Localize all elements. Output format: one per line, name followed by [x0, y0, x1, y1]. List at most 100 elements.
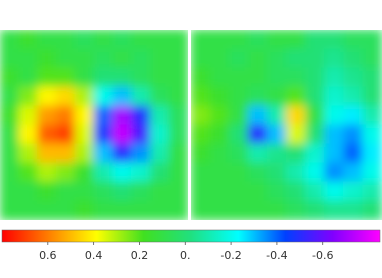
heatmap-cell [0, 181, 20, 202]
heatmap-cell [0, 48, 20, 69]
heatmap-cell [55, 124, 76, 145]
colorbar-tick-label: 0.2 [131, 249, 149, 262]
heatmap-cell [93, 86, 114, 107]
heatmap-cell [55, 48, 76, 69]
heatmap-cell [191, 162, 211, 183]
heatmap-cell [266, 86, 287, 107]
heatmap-cell [228, 181, 249, 202]
heatmap-cell [18, 86, 39, 107]
heatmap-cell [362, 162, 382, 183]
heatmap-cell [74, 162, 95, 183]
heatmap-cell [37, 48, 57, 69]
heatmap-cell [247, 48, 268, 69]
heatmap-cell [362, 124, 382, 145]
heatmap-cell [93, 143, 114, 164]
heatmap-cell [149, 67, 170, 88]
heatmap-cell [286, 143, 307, 164]
heatmap-cell [209, 143, 230, 164]
heatmap-cell [228, 124, 249, 145]
heatmap-cell [343, 181, 364, 202]
heatmap-cell [362, 143, 382, 164]
heatmap-cell [228, 162, 249, 183]
heatmap-cell [247, 162, 268, 183]
heatmap-cell [37, 30, 57, 50]
heatmap-cell [247, 143, 268, 164]
heatmap-cell [286, 86, 307, 107]
heatmap-cell [37, 67, 57, 88]
heatmap-cell [247, 181, 268, 202]
heatmap-cell [18, 162, 39, 183]
heatmap-cell [131, 105, 151, 126]
heatmap-cell [343, 105, 364, 126]
heatmap-cell [324, 67, 345, 88]
heatmap-cell [266, 105, 287, 126]
heatmap-cell [0, 105, 20, 126]
heatmap-cell [305, 181, 326, 202]
heatmap-cell [305, 86, 326, 107]
heatmap-cell [149, 105, 170, 126]
heatmap-cell [228, 200, 249, 220]
heatmap-cell [305, 48, 326, 69]
heatmap-cell [343, 48, 364, 69]
heatmap-cell [74, 124, 95, 145]
heatmap-cell [18, 67, 39, 88]
heatmap-cell [168, 86, 188, 107]
heatmap-cell [228, 86, 249, 107]
heatmap-cell [305, 30, 326, 50]
heatmap-cell [168, 162, 188, 183]
heatmap-cell [324, 200, 345, 220]
heatmap-cell [305, 143, 326, 164]
heatmap-cell [286, 30, 307, 50]
heatmap-cell [93, 48, 114, 69]
heatmap-cell [74, 105, 95, 126]
heatmap-cell [112, 143, 133, 164]
heatmap-cell [18, 143, 39, 164]
heatmap-cell [55, 162, 76, 183]
heatmap-cell [228, 105, 249, 126]
heatmap-cell [74, 200, 95, 220]
colorbar-tick-label: 0.6 [39, 249, 57, 262]
heatmap-cell [55, 86, 76, 107]
heatmap-cell [305, 200, 326, 220]
heatmap-cell [343, 86, 364, 107]
heatmap-cell [93, 162, 114, 183]
heatmap-cell [324, 143, 345, 164]
heatmap-cell [266, 124, 287, 145]
heatmap-cell [209, 181, 230, 202]
heatmap-cell [305, 105, 326, 126]
heatmap-cell [286, 105, 307, 126]
heatmap-cell [37, 162, 57, 183]
heatmap-cell [266, 48, 287, 69]
heatmap-cell [266, 162, 287, 183]
heatmap-cell [343, 200, 364, 220]
heatmap-cell [112, 181, 133, 202]
heatmap-cell [191, 124, 211, 145]
heatmap-cell [209, 86, 230, 107]
heatmap-cell [209, 105, 230, 126]
heatmap-panel [191, 30, 382, 220]
heatmap-cell [286, 162, 307, 183]
heatmap-cell [0, 124, 20, 145]
heatmap-cell [0, 30, 20, 50]
heatmap-cell [131, 162, 151, 183]
heatmap-cell [286, 181, 307, 202]
heatmap-cell [37, 86, 57, 107]
heatmap-cell [93, 67, 114, 88]
heatmap-cell [18, 105, 39, 126]
heatmap-cell [362, 181, 382, 202]
heatmap-cell [93, 30, 114, 50]
heatmap-cell [191, 181, 211, 202]
heatmap-cell [74, 143, 95, 164]
heatmap-cell [149, 143, 170, 164]
heatmap-cell [149, 200, 170, 220]
heatmap-cell [247, 200, 268, 220]
colorbar-tick-label: 0.4 [85, 249, 103, 262]
heatmap-cell [0, 162, 20, 183]
heatmap-cell [37, 124, 57, 145]
heatmap-cell [37, 105, 57, 126]
heatmap-cell [324, 30, 345, 50]
heatmap-cell [149, 124, 170, 145]
heatmap-cell [168, 143, 188, 164]
heatmap-cell [305, 162, 326, 183]
